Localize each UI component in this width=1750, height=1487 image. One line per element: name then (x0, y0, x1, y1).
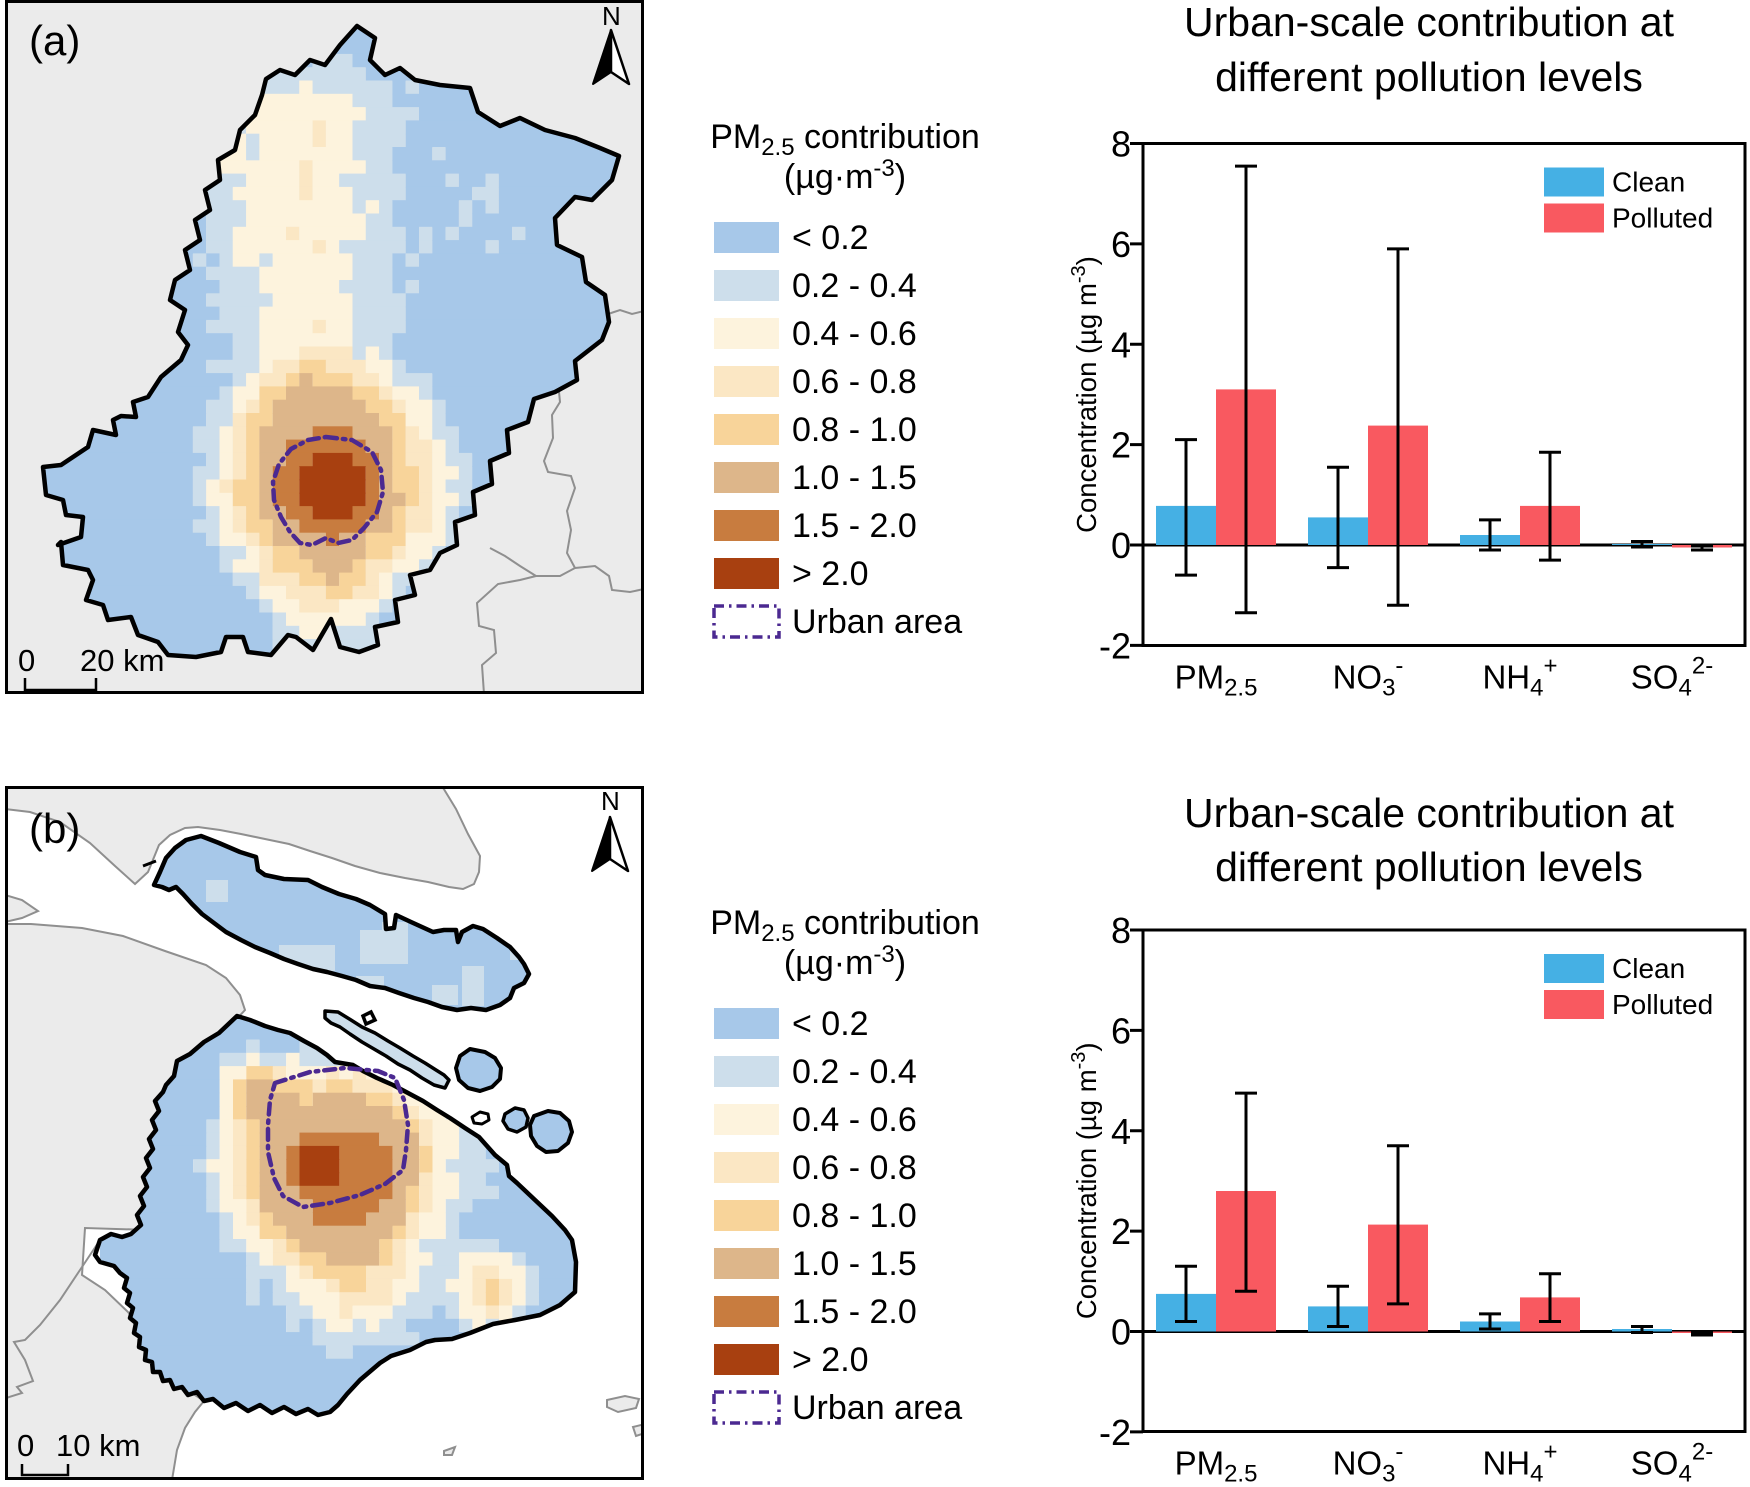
svg-text:0: 0 (1111, 1312, 1131, 1353)
svg-text:0.8 - 1.0: 0.8 - 1.0 (792, 411, 917, 449)
svg-text:Clean: Clean (1612, 167, 1685, 198)
svg-text:Urban area: Urban area (792, 603, 962, 641)
svg-text:2: 2 (1111, 425, 1131, 466)
svg-text:1.0 - 1.5: 1.0 - 1.5 (792, 1245, 917, 1283)
svg-text:4: 4 (1111, 1111, 1131, 1152)
svg-text:1.5 - 2.0: 1.5 - 2.0 (792, 507, 917, 545)
svg-text:-2: -2 (1099, 625, 1131, 666)
svg-text:< 0.2: < 0.2 (792, 219, 869, 257)
svg-text:20 km: 20 km (80, 643, 164, 678)
svg-text:(b): (b) (29, 805, 80, 852)
svg-text:> 2.0: > 2.0 (792, 555, 869, 593)
svg-text:6: 6 (1111, 224, 1131, 265)
svg-text:PM2.5 contribution: PM2.5 contribution (710, 118, 980, 161)
svg-text:0.2 - 0.4: 0.2 - 0.4 (792, 1053, 917, 1091)
svg-text:8: 8 (1111, 910, 1131, 951)
svg-text:Urban area: Urban area (792, 1389, 962, 1427)
svg-text:NH4+: NH4+ (1482, 653, 1557, 702)
svg-text:1.0 - 1.5: 1.0 - 1.5 (792, 459, 917, 497)
svg-text:0: 0 (17, 1428, 34, 1463)
svg-text:N: N (602, 1, 621, 31)
svg-text:-2: -2 (1099, 1412, 1131, 1453)
svg-text:10 km: 10 km (56, 1428, 140, 1463)
svg-text:0: 0 (18, 643, 35, 678)
svg-text:N: N (601, 786, 620, 816)
svg-text:0.6 - 0.8: 0.6 - 0.8 (792, 363, 917, 401)
svg-text:8: 8 (1111, 124, 1131, 165)
svg-text:Polluted: Polluted (1612, 989, 1713, 1020)
svg-text:Urban-scale contribution at: Urban-scale contribution at (1184, 0, 1675, 45)
svg-text:0: 0 (1111, 525, 1131, 566)
svg-text:Urban-scale contribution at: Urban-scale contribution at (1184, 790, 1675, 836)
svg-text:different pollution levels: different pollution levels (1215, 844, 1643, 890)
svg-text:1.5 - 2.0: 1.5 - 2.0 (792, 1293, 917, 1331)
svg-text:0.2 - 0.4: 0.2 - 0.4 (792, 267, 917, 305)
svg-text:PM2.5 contribution: PM2.5 contribution (710, 904, 980, 947)
svg-text:4: 4 (1111, 324, 1131, 365)
svg-text:6: 6 (1111, 1010, 1131, 1051)
svg-text:Clean: Clean (1612, 953, 1685, 984)
svg-text:Concentration (µg m-3): Concentration (µg m-3) (1068, 1042, 1102, 1319)
svg-text:> 2.0: > 2.0 (792, 1341, 869, 1379)
svg-text:2: 2 (1111, 1211, 1131, 1252)
svg-text:Concentration (µg m-3): Concentration (µg m-3) (1068, 256, 1102, 533)
svg-text:< 0.2: < 0.2 (792, 1005, 869, 1043)
svg-text:0.4 - 0.6: 0.4 - 0.6 (792, 1101, 917, 1139)
svg-text:0.8 - 1.0: 0.8 - 1.0 (792, 1197, 917, 1235)
svg-text:(a): (a) (29, 17, 80, 64)
svg-text:Polluted: Polluted (1612, 203, 1713, 234)
svg-text:0.6 - 0.8: 0.6 - 0.8 (792, 1149, 917, 1187)
svg-text:0.4 - 0.6: 0.4 - 0.6 (792, 315, 917, 353)
svg-text:different pollution levels: different pollution levels (1215, 54, 1643, 100)
